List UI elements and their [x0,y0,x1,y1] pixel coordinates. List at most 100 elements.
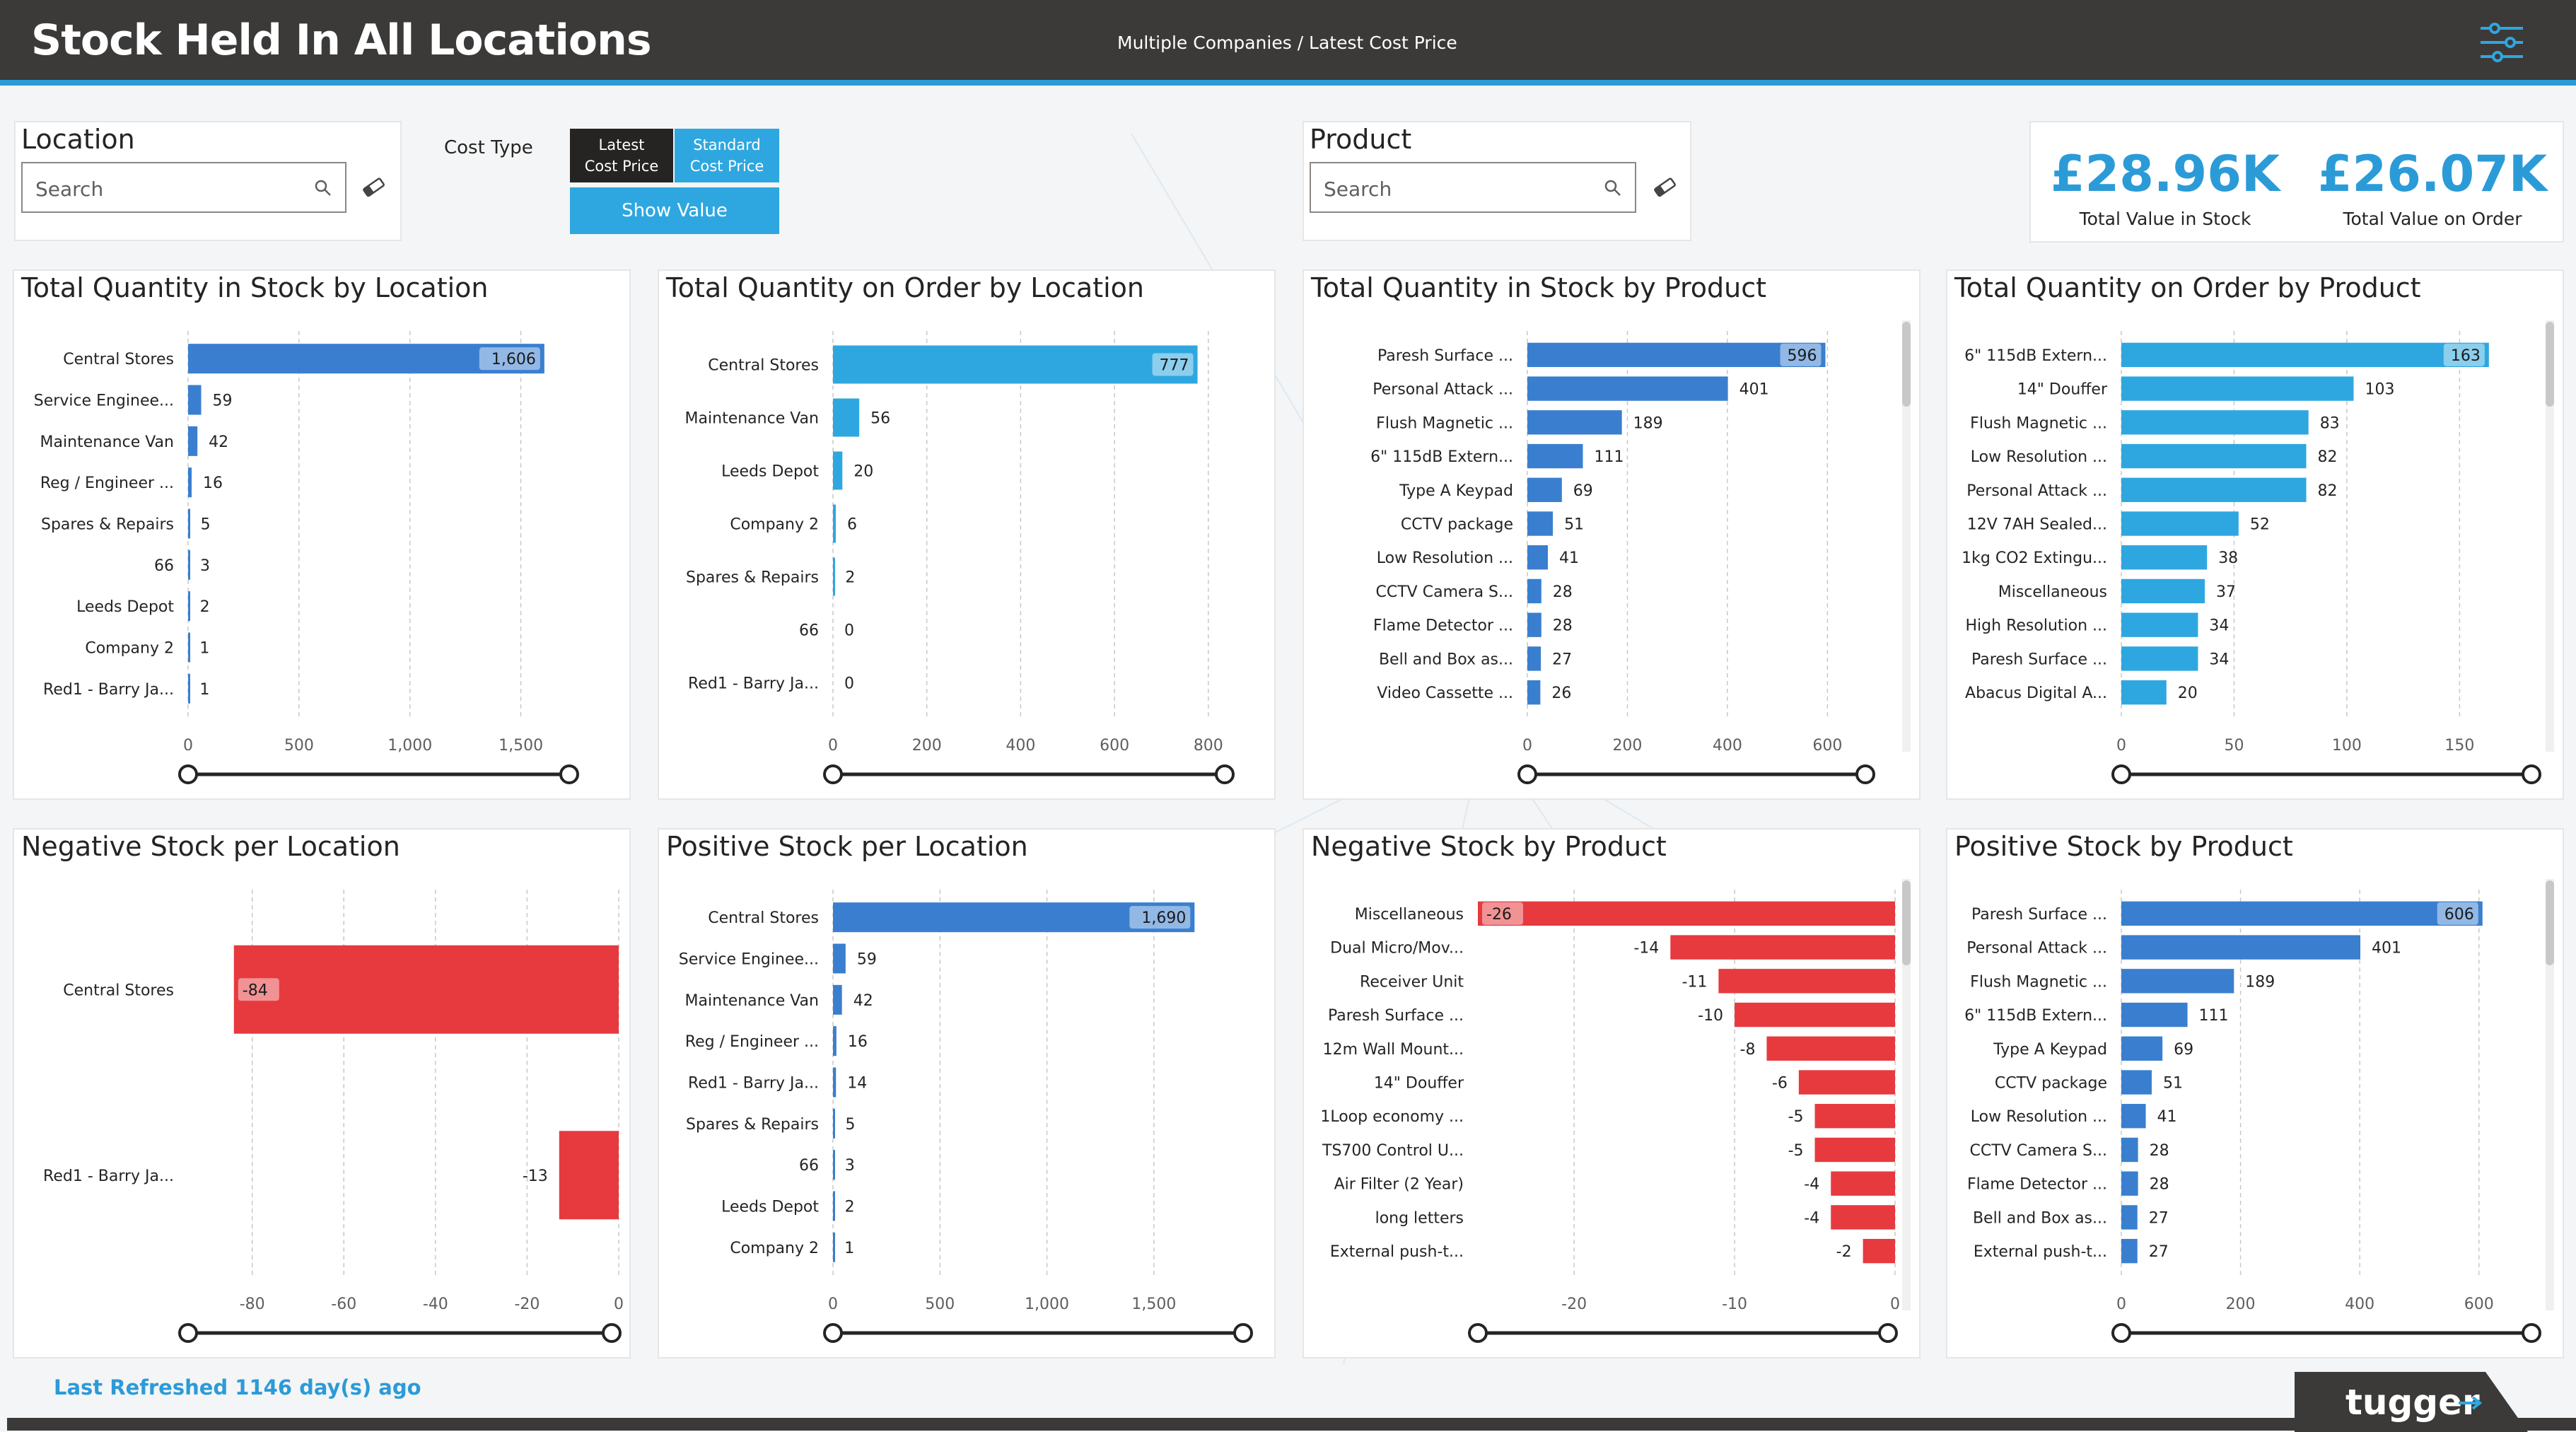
bar[interactable] [1527,646,1541,671]
zoom-slider-start-handle[interactable] [178,764,198,784]
bar[interactable] [1527,376,1728,401]
bar[interactable] [233,945,619,1034]
bar[interactable] [1766,1036,1895,1061]
bar[interactable] [188,591,190,622]
bar[interactable] [1478,901,1895,926]
zoom-slider-end-handle[interactable] [602,1323,622,1343]
bar[interactable] [188,673,190,704]
scrollbar-thumb[interactable] [1902,322,1911,407]
show-value-button[interactable]: Show Value [570,187,779,234]
bar[interactable] [188,344,544,374]
bar[interactable] [2121,376,2354,401]
zoom-slider-end-handle[interactable] [2522,764,2541,784]
bar[interactable] [2121,901,2483,926]
bar[interactable] [2121,612,2198,637]
bar[interactable] [833,451,843,490]
bar[interactable] [1735,1002,1895,1028]
bar[interactable] [2121,1205,2138,1230]
bar[interactable] [2121,680,2167,705]
zoom-slider-end-handle[interactable] [1215,764,1235,784]
bar[interactable] [188,426,198,456]
bar[interactable] [1863,1238,1895,1264]
zoom-slider-start-handle[interactable] [2111,1323,2131,1343]
bar[interactable] [188,467,192,498]
zoom-slider-end-handle[interactable] [2522,1323,2541,1343]
bar[interactable] [188,508,190,539]
bar[interactable] [2121,1070,2152,1095]
bar[interactable] [2121,1238,2138,1264]
clear-selection-eraser-icon[interactable] [1652,176,1677,197]
bar[interactable] [2121,969,2234,994]
bar[interactable] [833,943,846,974]
bar[interactable] [833,1232,835,1262]
bar[interactable] [2121,1002,2188,1028]
bar[interactable] [833,1191,835,1221]
bar[interactable] [833,1026,837,1056]
bar[interactable] [2121,1036,2163,1061]
bar[interactable] [188,385,202,415]
zoom-slider-start-handle[interactable] [1517,764,1537,784]
bar[interactable] [833,504,836,543]
zoom-slider-end-handle[interactable] [1233,1323,1253,1343]
bar[interactable] [833,557,835,596]
zoom-slider-start-handle[interactable] [178,1323,198,1343]
bar[interactable] [1814,1104,1895,1129]
bar[interactable] [833,345,1198,384]
bar[interactable] [2121,1137,2138,1163]
bar[interactable] [1527,612,1541,637]
bar[interactable] [1527,443,1583,469]
bar[interactable] [1527,680,1541,705]
latest-cost-price-button[interactable]: Latest Cost Price [570,129,673,182]
scrollbar-thumb[interactable] [2546,322,2554,407]
bar[interactable] [833,902,1195,933]
bar[interactable] [1527,410,1622,435]
product-search-input[interactable]: Search [1310,162,1636,213]
bar[interactable] [2121,578,2205,604]
zoom-slider-end-handle[interactable] [559,764,579,784]
bar[interactable] [2121,935,2360,960]
bar[interactable] [188,549,190,580]
bar[interactable] [1831,1205,1895,1230]
bar[interactable] [2121,342,2489,368]
bar[interactable] [1527,511,1554,536]
bar[interactable] [1527,477,1562,502]
bar[interactable] [833,1150,835,1180]
bar[interactable] [1527,578,1541,604]
vertical-scrollbar[interactable] [1902,320,1911,752]
bar[interactable] [2121,511,2239,536]
bar[interactable] [1670,935,1895,960]
standard-cost-price-button[interactable]: Standard Cost Price [675,129,779,182]
filter-settings-icon[interactable] [2479,23,2524,62]
zoom-slider-end-handle[interactable] [1855,764,1875,784]
bar[interactable] [188,632,190,663]
bar[interactable] [1831,1171,1895,1196]
scrollbar-thumb[interactable] [1902,880,1911,965]
zoom-slider-start-handle[interactable] [2111,764,2131,784]
bar[interactable] [1527,342,1826,368]
bar[interactable] [2121,410,2309,435]
bar[interactable] [1718,969,1895,994]
bar[interactable] [2121,443,2307,469]
vertical-scrollbar[interactable] [2546,320,2554,752]
bar[interactable] [2121,646,2198,671]
bar[interactable] [2121,545,2208,570]
zoom-slider-end-handle[interactable] [1878,1323,1898,1343]
scrollbar-thumb[interactable] [2546,880,2554,965]
zoom-slider-start-handle[interactable] [823,1323,843,1343]
vertical-scrollbar[interactable] [1902,879,1911,1310]
bar[interactable] [2121,1104,2146,1129]
bar[interactable] [2121,1171,2138,1196]
clear-selection-eraser-icon[interactable] [361,176,386,197]
zoom-slider-start-handle[interactable] [823,764,843,784]
bar[interactable] [1527,545,1548,570]
bar[interactable] [833,398,860,437]
bar[interactable] [833,1108,835,1139]
bar[interactable] [1814,1137,1895,1163]
bar[interactable] [2121,477,2307,502]
bar[interactable] [559,1131,619,1220]
vertical-scrollbar[interactable] [2546,879,2554,1310]
location-search-input[interactable]: Search [21,162,346,213]
bar[interactable] [833,1067,837,1098]
zoom-slider-start-handle[interactable] [1468,1323,1488,1343]
bar[interactable] [833,984,842,1015]
